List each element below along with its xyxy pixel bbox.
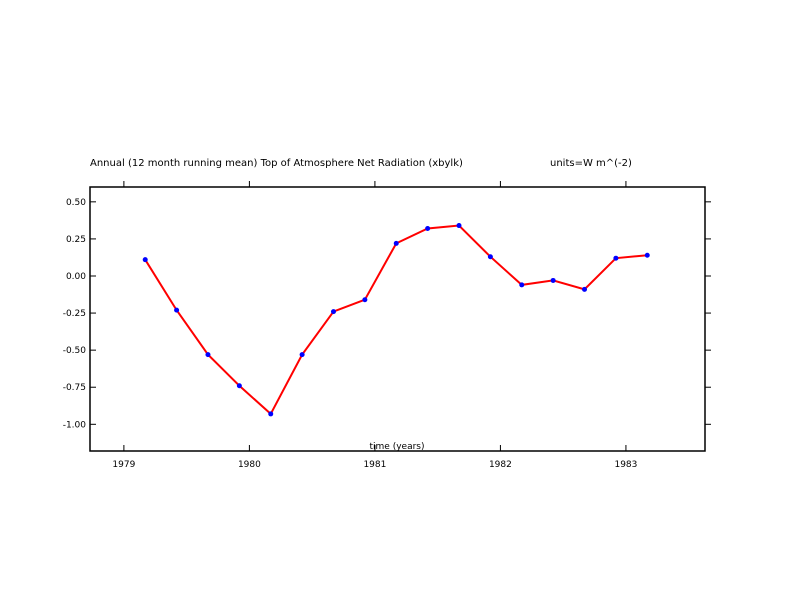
x-tick-label: 1982 xyxy=(489,460,512,470)
y-tick-label: -0.50 xyxy=(63,346,87,356)
data-point xyxy=(582,286,588,292)
x-axis-label: time (years) xyxy=(370,442,425,452)
data-point xyxy=(393,240,399,246)
y-tick-label: 0.00 xyxy=(66,272,86,282)
y-tick-label: -0.75 xyxy=(63,383,86,393)
axis-tick-labels: 1979 1980 1981 1982 1983 -1.00 -0.75 -0.50 -0.25… xyxy=(63,198,638,470)
data-point xyxy=(487,254,493,260)
data-point xyxy=(330,309,336,315)
chart-title: Annual (12 month running mean) Top of At… xyxy=(90,158,463,169)
data-point xyxy=(362,297,368,303)
data-point xyxy=(205,352,211,358)
data-point xyxy=(644,252,650,258)
series-line xyxy=(144,224,648,416)
x-tick-label: 1979 xyxy=(112,460,135,470)
series-markers xyxy=(142,223,650,417)
data-point xyxy=(174,307,180,313)
data-point xyxy=(613,255,619,261)
data-point xyxy=(142,257,148,263)
data-point xyxy=(425,226,431,232)
data-point xyxy=(519,282,525,288)
units-label: units=W m^(-2) xyxy=(550,158,632,169)
data-point xyxy=(236,383,242,389)
axis-ticks xyxy=(90,181,711,451)
y-tick-label: -0.25 xyxy=(63,309,86,319)
data-point xyxy=(299,352,305,358)
x-tick-label: 1983 xyxy=(614,460,637,470)
y-tick-label: -1.00 xyxy=(63,420,87,430)
y-tick-label: 0.50 xyxy=(66,198,86,208)
y-tick-label: 0.25 xyxy=(66,235,86,245)
x-tick-label: 1980 xyxy=(238,460,261,470)
data-point xyxy=(550,277,556,283)
plot-frame xyxy=(89,186,706,452)
data-point xyxy=(456,223,462,229)
x-tick-label: 1981 xyxy=(363,460,386,470)
data-point xyxy=(268,411,274,417)
